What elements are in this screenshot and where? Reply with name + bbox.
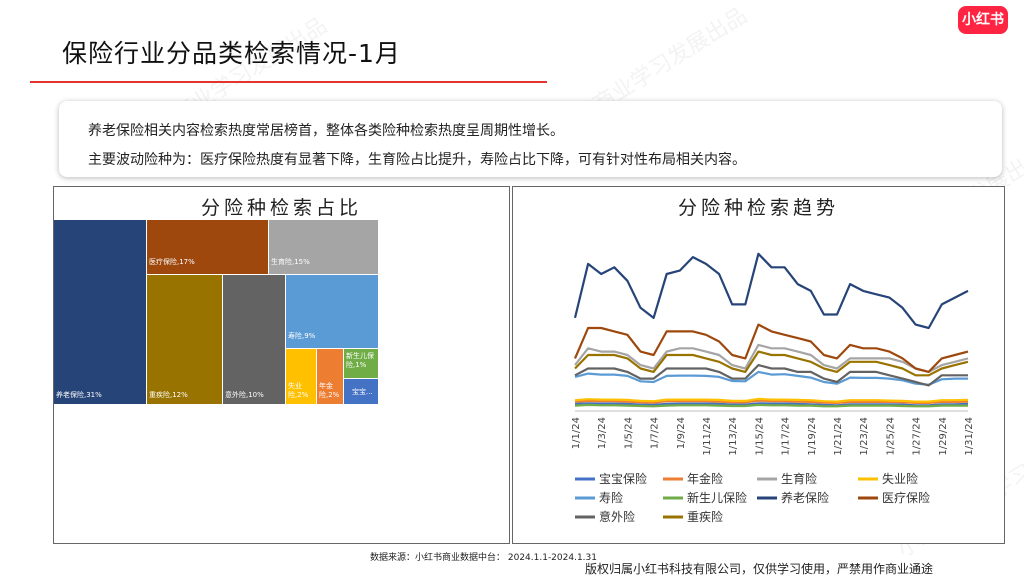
treemap-cell-寿险: 寿险,9% — [286, 275, 378, 348]
x-tick-label: 1/31/24 — [964, 417, 975, 456]
treemap-title: 分险种检索占比 — [200, 197, 362, 219]
x-tick-label: 1/5/24 — [623, 417, 634, 449]
treemap-cell-意外险: 意外险,10% — [223, 275, 285, 404]
treemap-chart: 养老保险,31% 医疗保险,17% 生育险,15% 重疾险,12% 意外险,10% 寿险,… — [54, 220, 511, 405]
treemap-label: 意外险,10% — [225, 391, 264, 399]
legend-label: 养老保险 — [781, 490, 829, 505]
x-tick-label: 1/3/24 — [597, 417, 608, 449]
treemap-cell-年金险: 年金险,2% — [317, 349, 343, 404]
treemap-label: 养老保险,31% — [56, 391, 102, 399]
x-tick-label: 1/17/24 — [781, 417, 792, 456]
x-tick-label: 1/7/24 — [650, 417, 661, 449]
legend-label: 年金险 — [687, 471, 723, 486]
treemap-cell-养老保险: 养老保险,31% — [54, 220, 146, 404]
x-tick-label: 1/15/24 — [754, 417, 765, 456]
treemap-label: 宝宝... — [352, 388, 373, 396]
x-tick-label: 1/13/24 — [728, 417, 739, 456]
series-line-医疗保险 — [573, 323, 969, 373]
treemap-label: 寿险,9% — [288, 332, 316, 340]
x-tick-label: 1/23/24 — [859, 417, 870, 456]
data-source-note: 数据来源：小红书商业数据中台： 2024.1.1-2024.1.31 — [370, 553, 597, 563]
treemap-panel: 分险种检索占比 养老保险,31% 医疗保险,17% 生育险,15% 重疾险,12% 意外… — [53, 186, 510, 544]
title-underline — [30, 81, 547, 83]
brand-logo: 小红书 — [958, 6, 1008, 34]
series-line-养老保险 — [573, 252, 969, 330]
x-tick-label: 1/19/24 — [807, 417, 818, 456]
legend-label: 意外险 — [599, 509, 635, 524]
series-line-宝宝保险 — [574, 402, 969, 407]
treemap-cell-重疾险: 重疾险,12% — [147, 275, 222, 404]
trend-panel: 分险种检索趋势 1/1/24 1/3/24 1/5/24 1/7/24 1/9/24 1/… — [512, 186, 1005, 544]
summary-line-2: 主要波动险种为：医疗保险热度有显著下降，生育险占比提升，寿险占比下降，可有针对性… — [88, 152, 746, 168]
trend-chart: 1/1/24 1/3/24 1/5/24 1/7/24 1/9/24 1/11/24 1/1… — [571, 252, 975, 524]
legend-label: 生育险 — [781, 471, 817, 486]
treemap-cell-宝宝保险: 宝宝... — [344, 379, 378, 404]
treemap-label: 新生儿保险,1% — [346, 352, 374, 369]
x-tick-label: 1/1/24 — [571, 417, 582, 449]
treemap-label: 失业险,2% — [288, 382, 309, 399]
treemap-label: 医疗保险,17% — [149, 258, 195, 266]
legend-label: 医疗保险 — [882, 490, 930, 505]
treemap-label: 重疾险,12% — [149, 391, 188, 399]
x-tick-label: 1/25/24 — [885, 417, 896, 456]
x-tick-label: 1/29/24 — [938, 417, 949, 456]
summary-card: 养老保险相关内容检索热度常居榜首，整体各类险种检索热度呈周期性增长。 主要波动险… — [59, 101, 1002, 177]
legend-label: 新生儿保险 — [687, 490, 747, 505]
x-tick-label: 1/21/24 — [833, 417, 844, 456]
treemap-cell-失业险: 失业险,2% — [286, 349, 316, 404]
series-line-重疾险 — [574, 350, 969, 377]
treemap-label: 生育险,15% — [271, 258, 310, 266]
series-line-年金险 — [574, 399, 969, 404]
x-tick-label: 1/9/24 — [676, 417, 687, 449]
treemap-label: 年金险,2% — [319, 382, 340, 399]
summary-line-1: 养老保险相关内容检索热度常居榜首，整体各类险种检索热度呈周期性增长。 — [88, 123, 564, 139]
legend-label: 宝宝保险 — [599, 471, 647, 486]
legend-label: 重疾险 — [687, 509, 723, 524]
page-title: 保险行业分品类检索情况-1月 — [62, 39, 401, 68]
treemap-cell-新生儿保险: 新生儿保险,1% — [344, 349, 378, 378]
x-tick-label: 1/27/24 — [912, 417, 923, 456]
trend-title: 分险种检索趋势 — [677, 197, 839, 219]
series-line-失业险 — [574, 397, 969, 403]
series-line-生育险 — [574, 343, 969, 373]
x-tick-label: 1/11/24 — [702, 417, 713, 456]
treemap-cell-生育险: 生育险,15% — [269, 220, 378, 274]
copyright-note: 版权归属小红书科技有限公司，仅供学习使用，严禁用作商业通途 — [585, 562, 934, 576]
series-line-寿险 — [574, 370, 968, 386]
treemap-cell-医疗保险: 医疗保险,17% — [147, 220, 268, 274]
series-line-新生儿保险 — [574, 403, 968, 408]
legend-label: 寿险 — [599, 490, 623, 505]
legend-label: 失业险 — [882, 471, 918, 486]
series-line-意外险 — [574, 364, 968, 387]
